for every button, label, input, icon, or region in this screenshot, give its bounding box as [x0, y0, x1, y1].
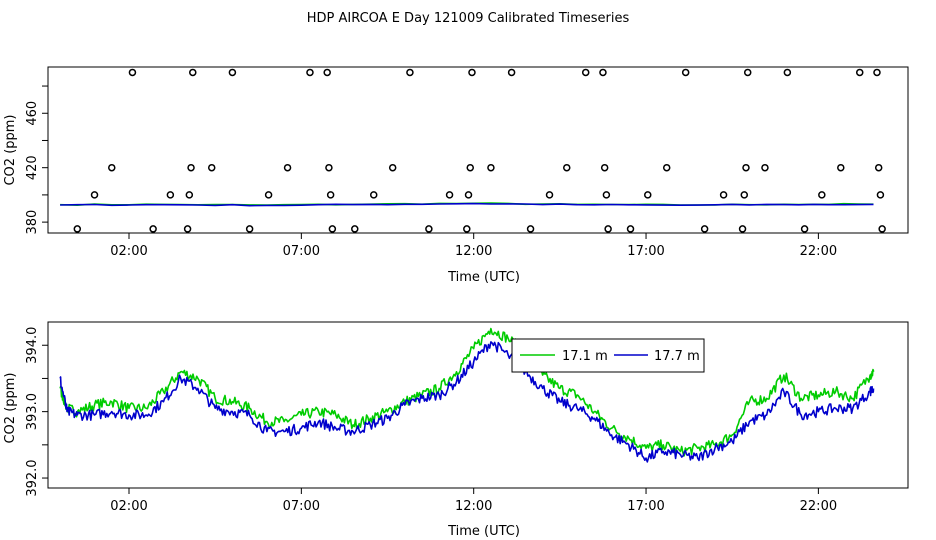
y-tick-label: 393.0 [25, 393, 40, 430]
data-point [128, 68, 137, 77]
data-point [228, 68, 237, 77]
series-line-blue [59, 341, 875, 463]
data-point [466, 163, 474, 172]
data-point [743, 68, 752, 77]
data-point [245, 225, 254, 233]
lower-x-axis-label: Time (UTC) [447, 524, 520, 539]
data-point [719, 191, 728, 199]
x-tick-label: 02:00 [110, 244, 147, 259]
data-point [323, 68, 331, 77]
upper-points [73, 68, 886, 233]
data-point [187, 163, 195, 172]
data-point [507, 68, 516, 77]
data-point [425, 225, 433, 233]
data-point [369, 191, 378, 199]
data-point [873, 68, 881, 77]
data-point [468, 68, 476, 77]
data-point [406, 68, 414, 77]
series-line-blue [60, 202, 874, 207]
upper-x-axis-label: Time (UTC) [447, 270, 520, 285]
data-point [626, 225, 635, 233]
data-point [700, 225, 709, 233]
data-point [800, 225, 809, 233]
data-point [681, 68, 690, 77]
y-tick-label: 380 [25, 210, 40, 235]
x-tick-label: 22:00 [800, 244, 837, 259]
x-tick-label: 07:00 [283, 499, 320, 514]
data-point [599, 68, 607, 77]
y-tick-label: 394.0 [25, 327, 40, 364]
data-point [600, 163, 609, 172]
page-title: HDP AIRCOA E Day 121009 Calibrated Times… [307, 11, 630, 26]
data-point [738, 225, 747, 233]
data-point [445, 191, 454, 199]
upper-series [60, 202, 874, 207]
data-point [328, 225, 337, 233]
data-point [149, 225, 157, 233]
lower-series [59, 327, 875, 463]
data-point [837, 163, 845, 172]
data-point [487, 163, 495, 172]
series-line-green [59, 327, 875, 457]
x-tick-label: 17:00 [627, 244, 664, 259]
data-point [264, 191, 273, 199]
data-point [90, 191, 99, 199]
legend: 17.1 m 17.7 m [511, 338, 705, 373]
y-tick-label: 392.0 [25, 459, 40, 496]
x-tick-label: 12:00 [455, 244, 492, 259]
upper-panel: 02:00 07:00 12:00 17:00 22:00 380 420 460 Time … [3, 66, 909, 285]
y-tick-label: 460 [25, 101, 40, 126]
data-point [761, 163, 769, 172]
y-tick-label: 420 [25, 155, 40, 180]
data-point [662, 163, 671, 172]
data-point [563, 163, 571, 172]
data-point [185, 191, 194, 199]
lower-plot-frame [47, 321, 909, 489]
data-point [73, 225, 82, 233]
data-point [325, 163, 333, 172]
data-point [326, 191, 335, 199]
legend-label-blue: 17.7 m [654, 349, 700, 364]
legend-label-green: 17.1 m [562, 349, 608, 364]
upper-plot-frame [47, 66, 909, 234]
data-point [581, 68, 590, 77]
upper-axes: 02:00 07:00 12:00 17:00 22:00 380 420 460 [25, 85, 837, 259]
data-point [108, 163, 116, 172]
x-tick-label: 12:00 [455, 499, 492, 514]
data-point [283, 163, 292, 172]
lower-y-axis-label: CO2 (ppm) [3, 372, 18, 443]
data-point [855, 68, 864, 77]
data-point [740, 191, 749, 199]
data-point [644, 191, 652, 199]
data-point [602, 191, 611, 199]
lower-axes: 02:00 07:00 12:00 17:00 22:00 392.0 393.0 394.0 [25, 327, 837, 514]
data-point [464, 191, 473, 199]
data-point [183, 225, 192, 233]
data-point [545, 191, 554, 199]
lower-panel: 02:00 07:00 12:00 17:00 22:00 392.0 393.0 394.0… [3, 321, 909, 539]
x-tick-label: 02:00 [110, 499, 147, 514]
data-point [207, 163, 216, 172]
data-point [306, 68, 314, 77]
data-point [351, 225, 359, 233]
data-point [526, 225, 535, 233]
x-tick-label: 17:00 [627, 499, 664, 514]
data-point [874, 163, 883, 172]
data-point [604, 225, 612, 233]
data-point [388, 163, 397, 172]
data-point [878, 225, 886, 233]
data-point [742, 163, 750, 172]
x-tick-label: 07:00 [283, 244, 320, 259]
data-point [189, 68, 197, 77]
upper-y-axis-label: CO2 (ppm) [3, 114, 18, 185]
x-tick-label: 22:00 [800, 499, 837, 514]
data-point [818, 191, 826, 199]
data-point [463, 225, 471, 233]
data-point [783, 68, 792, 77]
data-point [876, 191, 885, 199]
data-point [166, 191, 175, 199]
